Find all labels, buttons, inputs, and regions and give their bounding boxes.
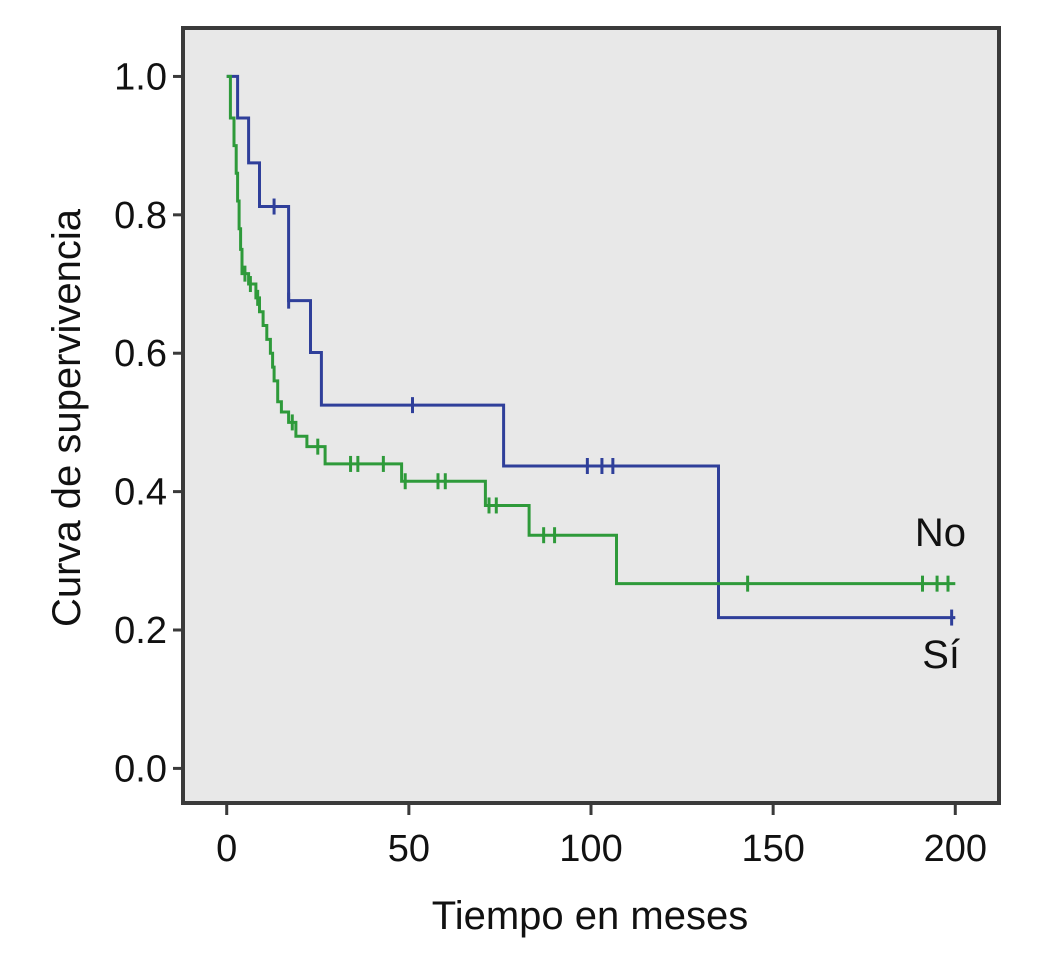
series-label-no: No bbox=[915, 511, 966, 555]
x-tick-label: 100 bbox=[559, 828, 622, 870]
x-tick-label: 0 bbox=[216, 828, 237, 870]
x-axis-title: Tiempo en meses bbox=[432, 894, 748, 938]
x-tick-label: 150 bbox=[741, 828, 804, 870]
series-label-si: Sí bbox=[922, 633, 960, 677]
y-axis-title: Curva de supervivencia bbox=[45, 208, 89, 627]
series-line-no bbox=[226, 74, 956, 620]
x-axis: 0 50 100 150 200 bbox=[216, 803, 987, 870]
y-tick-label: 0.2 bbox=[114, 610, 167, 652]
y-tick-label: 0.4 bbox=[114, 472, 167, 514]
y-tick-label: 0.8 bbox=[114, 195, 167, 237]
x-tick-label: 50 bbox=[388, 828, 430, 870]
y-tick-label: 0.6 bbox=[114, 333, 167, 375]
y-tick-label: 0.0 bbox=[114, 748, 167, 790]
y-axis: 0.0 0.2 0.4 0.6 0.8 1.0 bbox=[114, 56, 183, 790]
series-group bbox=[226, 74, 956, 626]
y-tick-label: 1.0 bbox=[114, 56, 167, 98]
plot-background bbox=[181, 26, 1001, 805]
series-line-si bbox=[226, 74, 956, 586]
x-tick-label: 200 bbox=[924, 828, 987, 870]
